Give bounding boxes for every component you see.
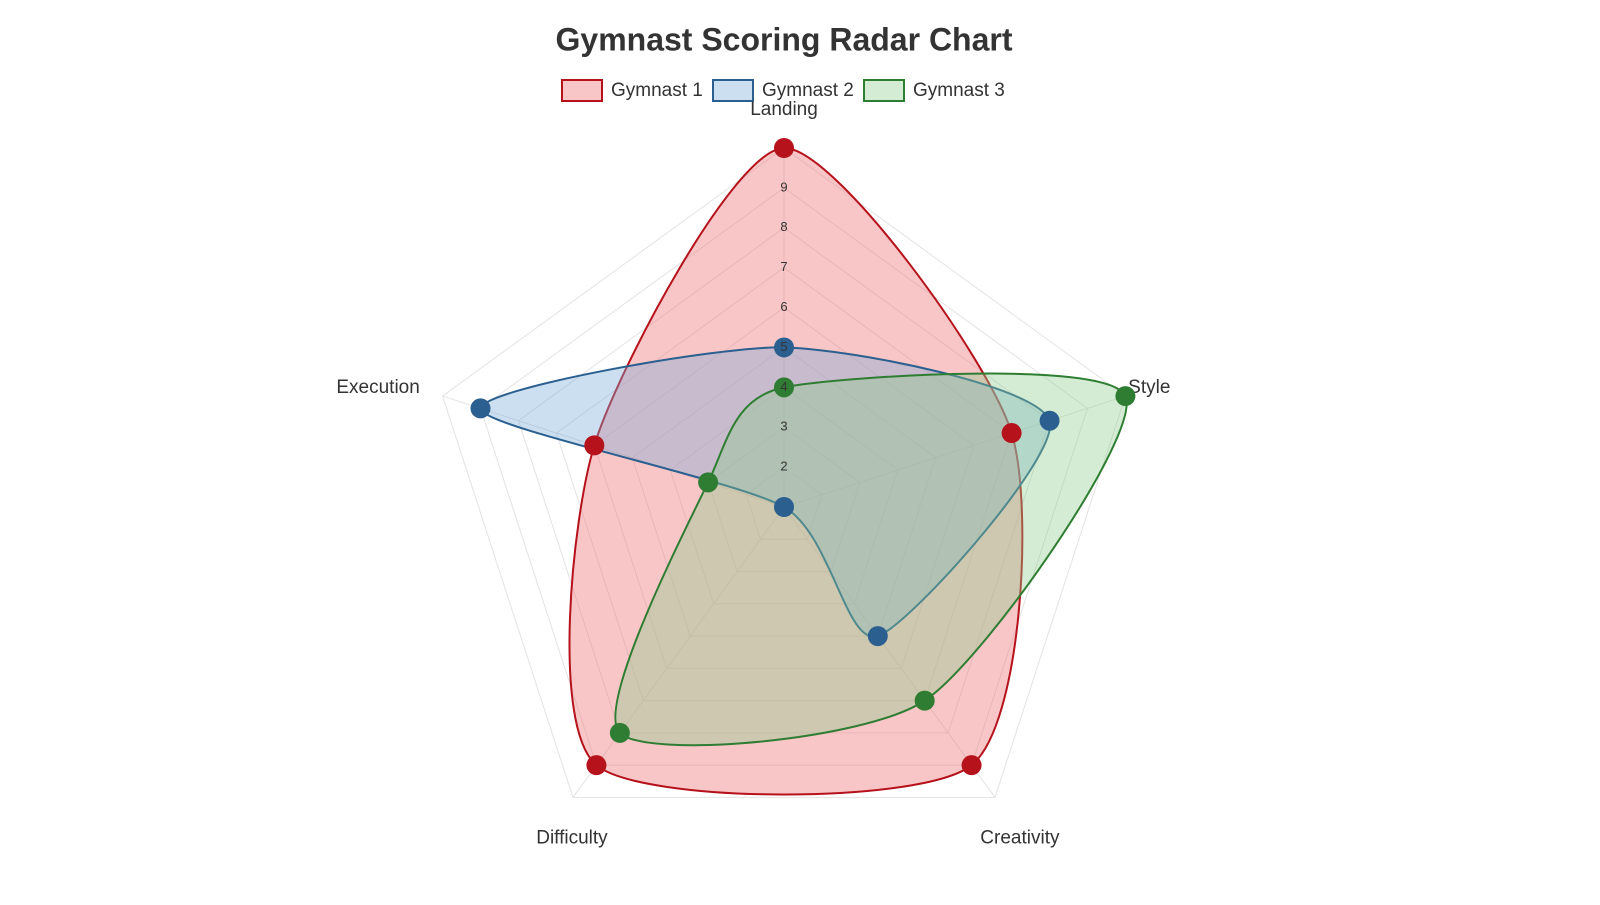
series-area: [479, 346, 1051, 638]
axis-label: Creativity: [980, 827, 1060, 848]
r-tick-label: 8: [780, 219, 787, 234]
axis-label: Landing: [750, 99, 818, 120]
legend-label: Gymnast 2: [762, 80, 854, 101]
data-point: [584, 435, 605, 456]
axis-spoke: [783, 395, 1126, 508]
grid-ring: [593, 306, 975, 669]
data-point: [774, 377, 794, 398]
data-point: [774, 337, 794, 358]
data-point: [470, 398, 491, 419]
r-tick-label: 2: [780, 459, 787, 474]
r-tick-label: 7: [780, 259, 787, 274]
data-point: [609, 722, 630, 743]
axis-spoke: [572, 506, 785, 798]
data-point: [698, 472, 719, 493]
data-point: [774, 497, 794, 517]
legend-swatch: [712, 79, 754, 102]
data-point: [586, 755, 607, 776]
grid-ring: [669, 386, 899, 605]
axis-spoke: [442, 395, 785, 508]
axis-spoke: [783, 506, 996, 798]
legend-label: Gymnast 1: [611, 80, 703, 101]
series-area: [614, 372, 1128, 747]
r-tick-label: 4: [780, 379, 787, 394]
grid-ring: [745, 466, 823, 540]
r-tick-label: 9: [780, 179, 787, 194]
axis-label: Difficulty: [536, 827, 608, 848]
r-tick-label: 3: [780, 419, 787, 434]
grid-ring: [631, 346, 937, 637]
r-tick-label: 6: [780, 299, 787, 314]
data-point: [1001, 423, 1022, 444]
data-point: [961, 755, 982, 776]
data-point: [1039, 410, 1060, 431]
r-tick-label: 5: [780, 339, 787, 354]
grid-ring: [707, 426, 861, 573]
legend-swatch: [561, 79, 603, 102]
grid-ring: [479, 187, 1089, 766]
grid-ring: [555, 267, 1013, 702]
axis-label: Style: [1128, 377, 1170, 398]
data-point: [774, 138, 794, 158]
legend-swatch: [863, 79, 905, 102]
data-point: [914, 690, 935, 711]
axis-label: Execution: [336, 377, 419, 398]
data-point: [1115, 386, 1136, 407]
chart-title: Gymnast Scoring Radar Chart: [556, 21, 1013, 57]
data-point: [867, 626, 888, 647]
grid-ring: [517, 227, 1051, 734]
legend-label: Gymnast 3: [913, 80, 1005, 101]
series-area: [568, 146, 1024, 796]
grid-ring: [441, 147, 1127, 798]
